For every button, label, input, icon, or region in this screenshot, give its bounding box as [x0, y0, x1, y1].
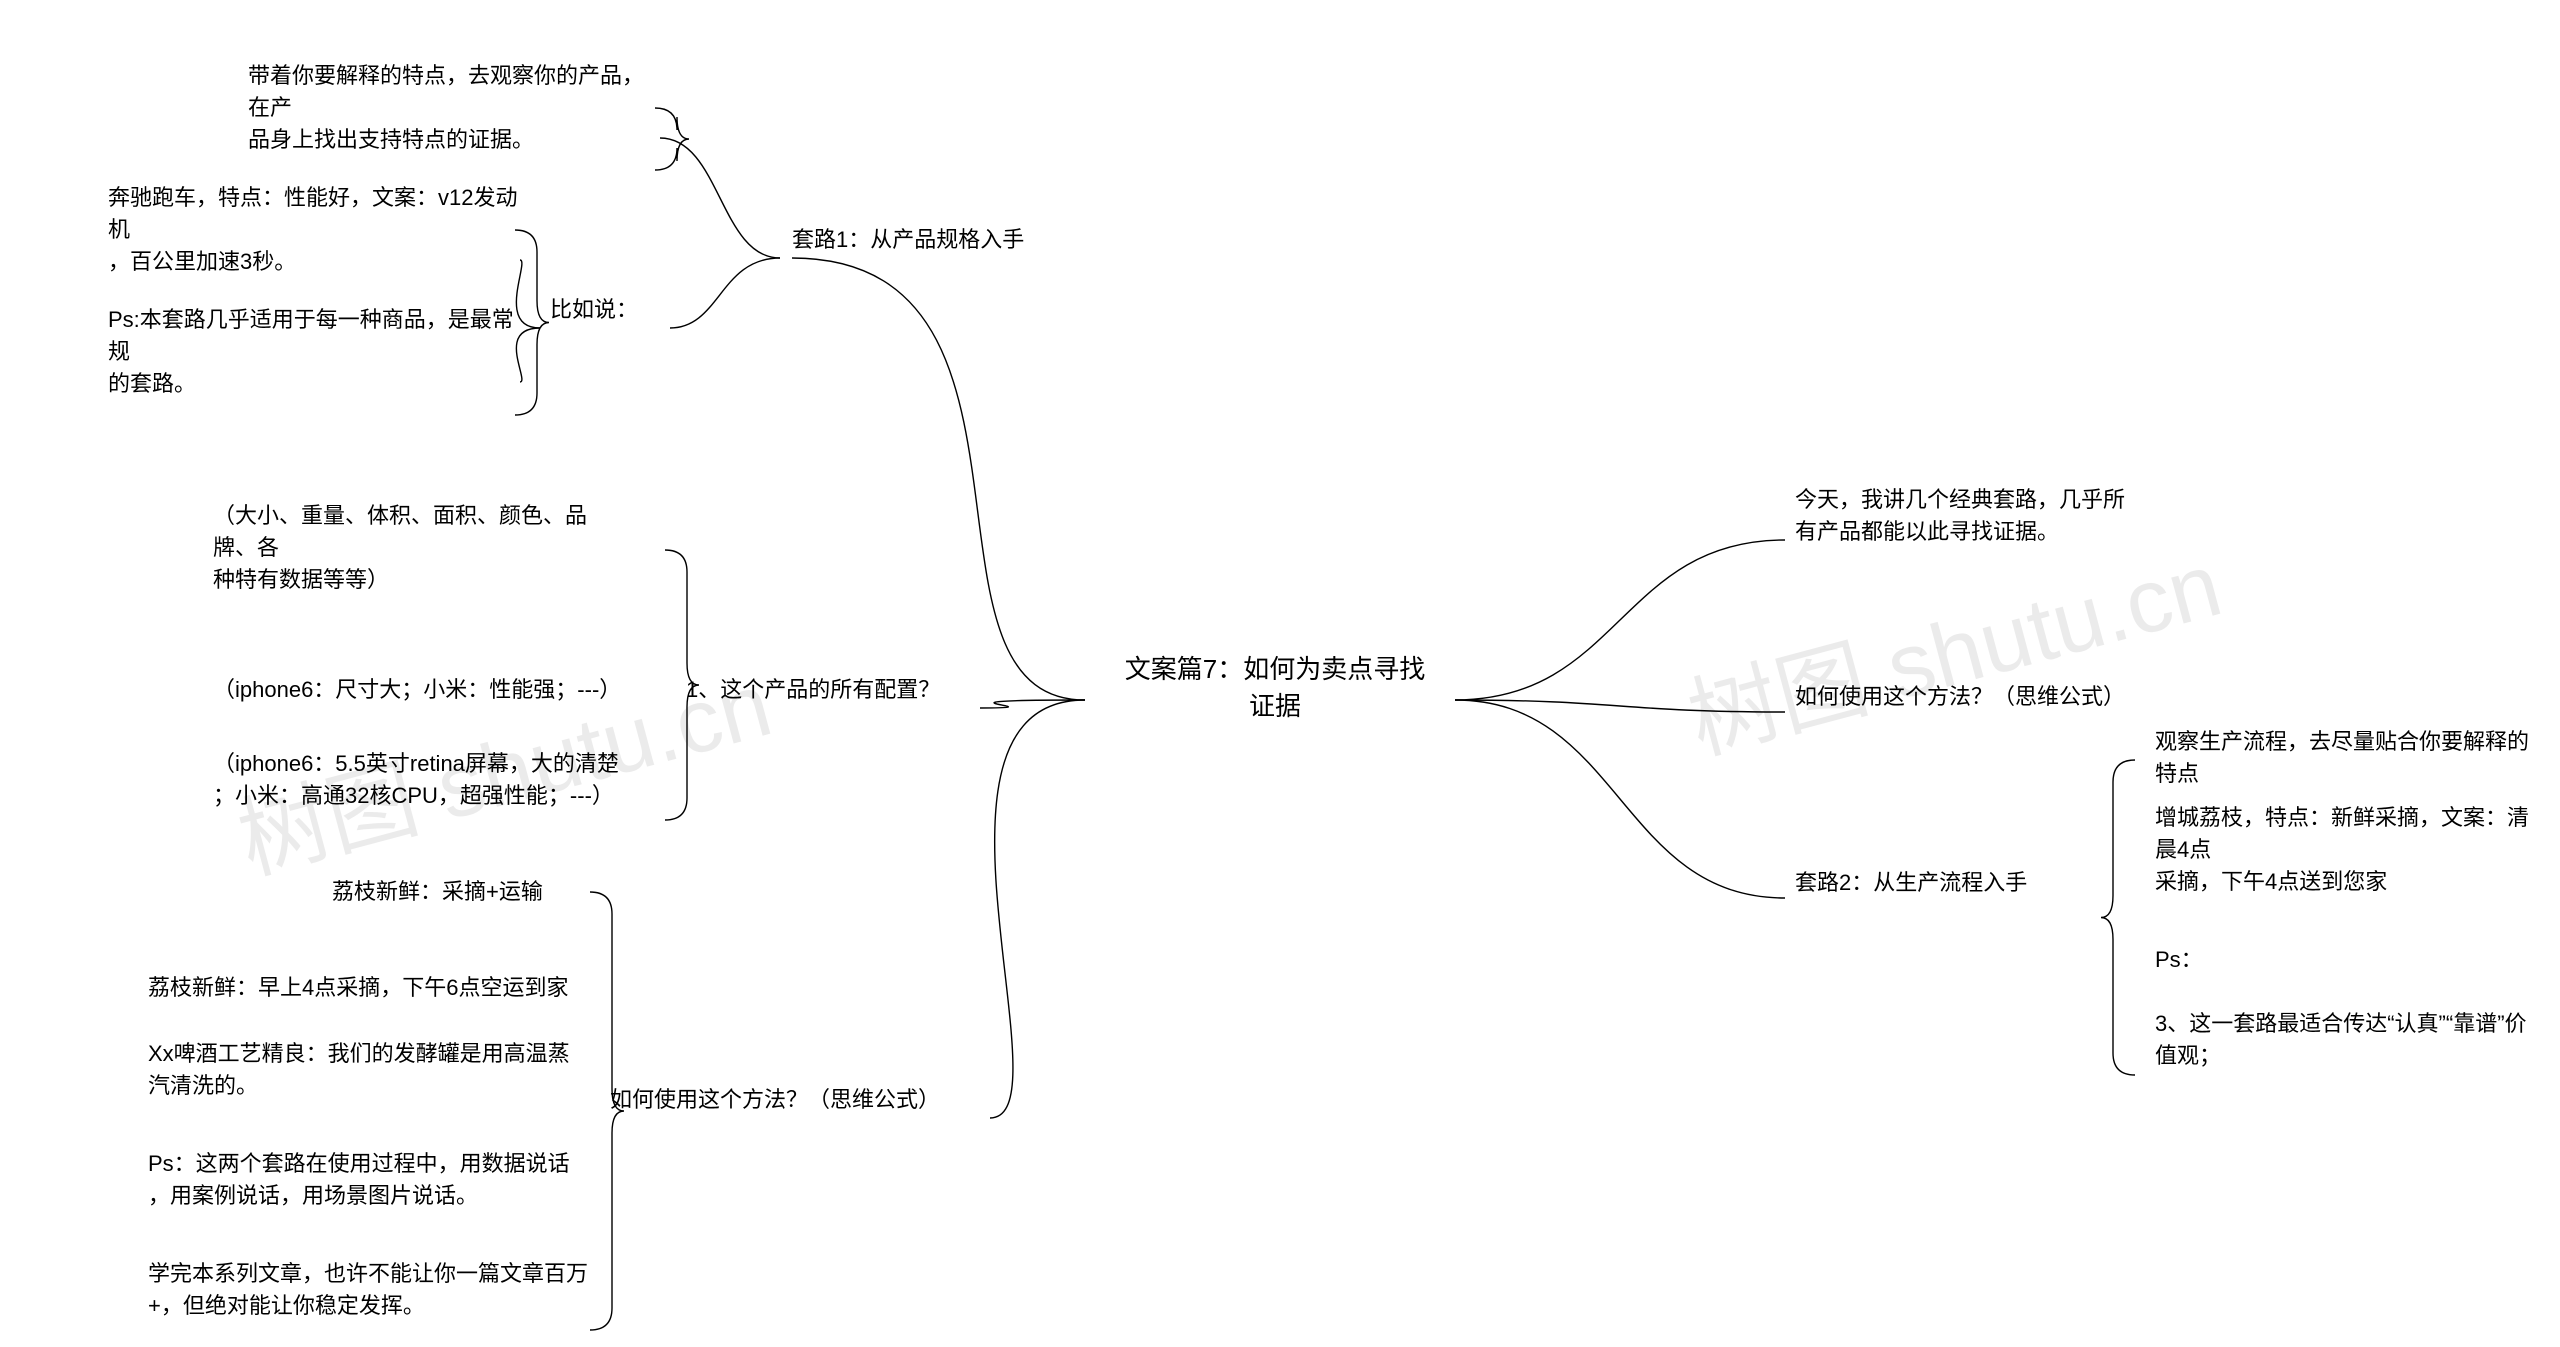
node-l2a[interactable]: （大小、重量、体积、面积、颜色、品牌、各 种特有数据等等） — [213, 500, 623, 596]
node-l1[interactable]: 套路1：从产品规格入手 — [792, 224, 1092, 256]
node-r3a[interactable]: 观察生产流程，去尽量贴合你要解释的特点 — [2155, 726, 2535, 790]
node-r3[interactable]: 套路2：从生产流程入手 — [1795, 867, 2095, 899]
node-r2[interactable]: 如何使用这个方法？（思维公式） — [1795, 681, 2225, 713]
root-node[interactable]: 文案篇7：如何为卖点寻找 证据 — [1085, 651, 1465, 726]
node-r3c[interactable]: Ps： — [2155, 944, 2535, 976]
node-l2[interactable]: 1、这个产品的所有配置？ — [686, 674, 986, 706]
node-l3e[interactable]: 学完本系列文章，也许不能让你一篇文章百万 +，但绝对能让你稳定发挥。 — [148, 1258, 598, 1322]
watermark: 树图 shutu.cn — [1672, 512, 2232, 779]
node-l3c[interactable]: Xx啤酒工艺精良：我们的发酵罐是用高温蒸 汽清洗的。 — [148, 1038, 598, 1102]
node-r3d[interactable]: 3、这一套路最适合传达“认真”“靠谱”价 值观； — [2155, 1008, 2535, 1072]
node-l3a[interactable]: 荔枝新鲜：采摘+运输 — [332, 876, 592, 908]
node-l1b1[interactable]: 奔驰跑车，特点：性能好，文案：v12发动机 ，百公里加速3秒。 — [108, 182, 518, 278]
node-l1b[interactable]: 比如说： — [550, 294, 670, 326]
node-l3d[interactable]: Ps：这两个套路在使用过程中，用数据说话 ，用案例说话，用场景图片说话。 — [148, 1148, 598, 1212]
node-l1a[interactable]: 带着你要解释的特点，去观察你的产品，在产 品身上找出支持特点的证据。 — [248, 60, 658, 156]
node-l3b[interactable]: 荔枝新鲜：早上4点采摘，下午6点空运到家 — [148, 972, 598, 1004]
node-l2c[interactable]: （iphone6：5.5英寸retina屏幕，大的清楚 ；小米：高通32核CPU… — [213, 748, 623, 812]
node-r1[interactable]: 今天，我讲几个经典套路，几乎所 有产品都能以此寻找证据。 — [1795, 484, 2225, 548]
node-l3[interactable]: 如何使用这个方法？（思维公式） — [610, 1084, 990, 1116]
node-l2b[interactable]: （iphone6：尺寸大；小米：性能强；---） — [213, 674, 623, 706]
node-l1b2[interactable]: Ps:本套路几乎适用于每一种商品，是最常规 的套路。 — [108, 304, 518, 400]
node-r3b[interactable]: 增城荔枝，特点：新鲜采摘，文案：清晨4点 采摘，下午4点送到您家 — [2155, 802, 2535, 898]
